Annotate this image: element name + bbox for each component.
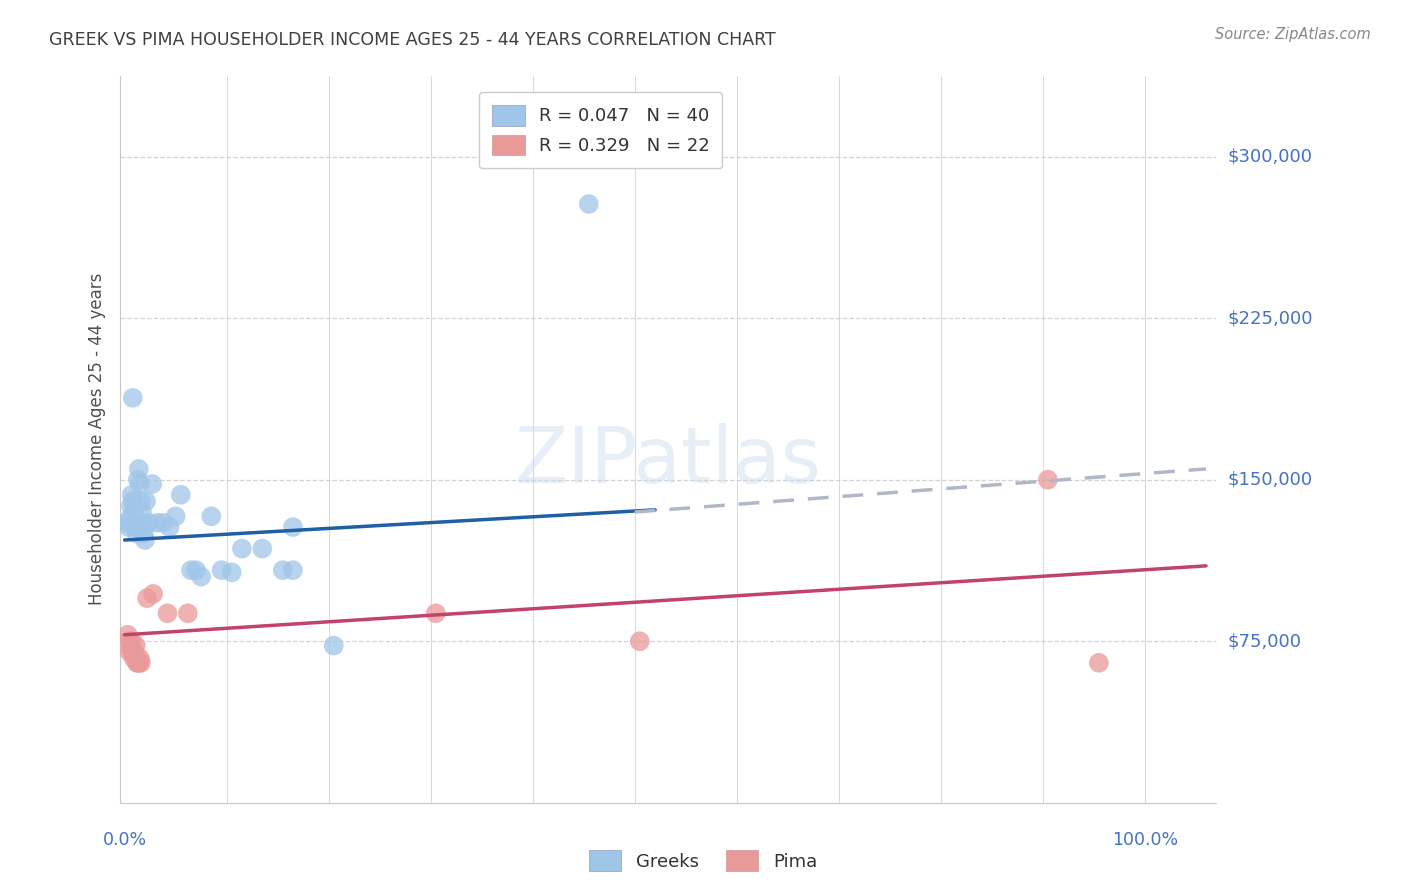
Point	[125, 656, 148, 670]
Text: Source: ZipAtlas.com: Source: ZipAtlas.com	[1215, 27, 1371, 42]
Point	[141, 477, 163, 491]
Point	[165, 509, 187, 524]
Y-axis label: Householder Income Ages 25 - 44 years: Householder Income Ages 25 - 44 years	[87, 273, 105, 606]
Point	[125, 639, 148, 653]
Point	[628, 634, 651, 648]
Point	[156, 606, 179, 620]
Point	[121, 645, 143, 659]
Point	[127, 473, 149, 487]
Text: $75,000: $75,000	[1227, 632, 1302, 650]
Point	[122, 651, 145, 665]
Point	[129, 494, 152, 508]
Text: GREEK VS PIMA HOUSEHOLDER INCOME AGES 25 - 44 YEARS CORRELATION CHART: GREEK VS PIMA HOUSEHOLDER INCOME AGES 25…	[49, 31, 776, 49]
Text: $150,000: $150,000	[1227, 471, 1312, 489]
Point	[118, 511, 141, 525]
Point	[170, 488, 193, 502]
Point	[121, 634, 143, 648]
Point	[118, 634, 141, 648]
Point	[281, 563, 304, 577]
Point	[159, 520, 181, 534]
Legend: Greeks, Pima: Greeks, Pima	[582, 843, 824, 879]
Point	[177, 606, 200, 620]
Point	[122, 505, 145, 519]
Point	[152, 516, 174, 530]
Point	[129, 477, 152, 491]
Point	[132, 516, 155, 530]
Point	[125, 520, 148, 534]
Point	[132, 526, 155, 541]
Point	[252, 541, 274, 556]
Point	[118, 520, 141, 534]
Point	[134, 533, 156, 547]
Point	[425, 606, 447, 620]
Point	[131, 505, 153, 519]
Point	[221, 566, 243, 580]
Point	[190, 569, 212, 583]
Point	[129, 651, 152, 665]
Point	[200, 509, 222, 524]
Point	[117, 628, 139, 642]
Text: ZIPatlas: ZIPatlas	[515, 423, 821, 500]
Point	[115, 516, 138, 530]
Point	[120, 499, 142, 513]
Point	[121, 391, 143, 405]
Point	[578, 197, 600, 211]
Point	[281, 520, 304, 534]
Point	[1088, 656, 1111, 670]
Point	[127, 656, 149, 670]
Legend: R = 0.047   N = 40, R = 0.329   N = 22: R = 0.047 N = 40, R = 0.329 N = 22	[479, 92, 723, 168]
Text: $225,000: $225,000	[1227, 310, 1313, 327]
Point	[121, 488, 143, 502]
Point	[136, 516, 159, 530]
Text: 100.0%: 100.0%	[1112, 830, 1178, 848]
Point	[142, 587, 165, 601]
Point	[124, 645, 146, 659]
Point	[184, 563, 207, 577]
Text: 0.0%: 0.0%	[103, 830, 146, 848]
Point	[129, 656, 152, 670]
Point	[118, 645, 141, 659]
Point	[128, 656, 150, 670]
Point	[124, 516, 146, 530]
Point	[120, 640, 142, 655]
Text: $300,000: $300,000	[1227, 147, 1312, 166]
Point	[135, 494, 157, 508]
Point	[146, 516, 169, 530]
Point	[128, 462, 150, 476]
Point	[180, 563, 202, 577]
Point	[322, 639, 344, 653]
Point	[125, 526, 148, 541]
Point	[211, 563, 233, 577]
Point	[1036, 473, 1059, 487]
Point	[121, 494, 143, 508]
Point	[136, 591, 159, 606]
Point	[271, 563, 294, 577]
Point	[231, 541, 253, 556]
